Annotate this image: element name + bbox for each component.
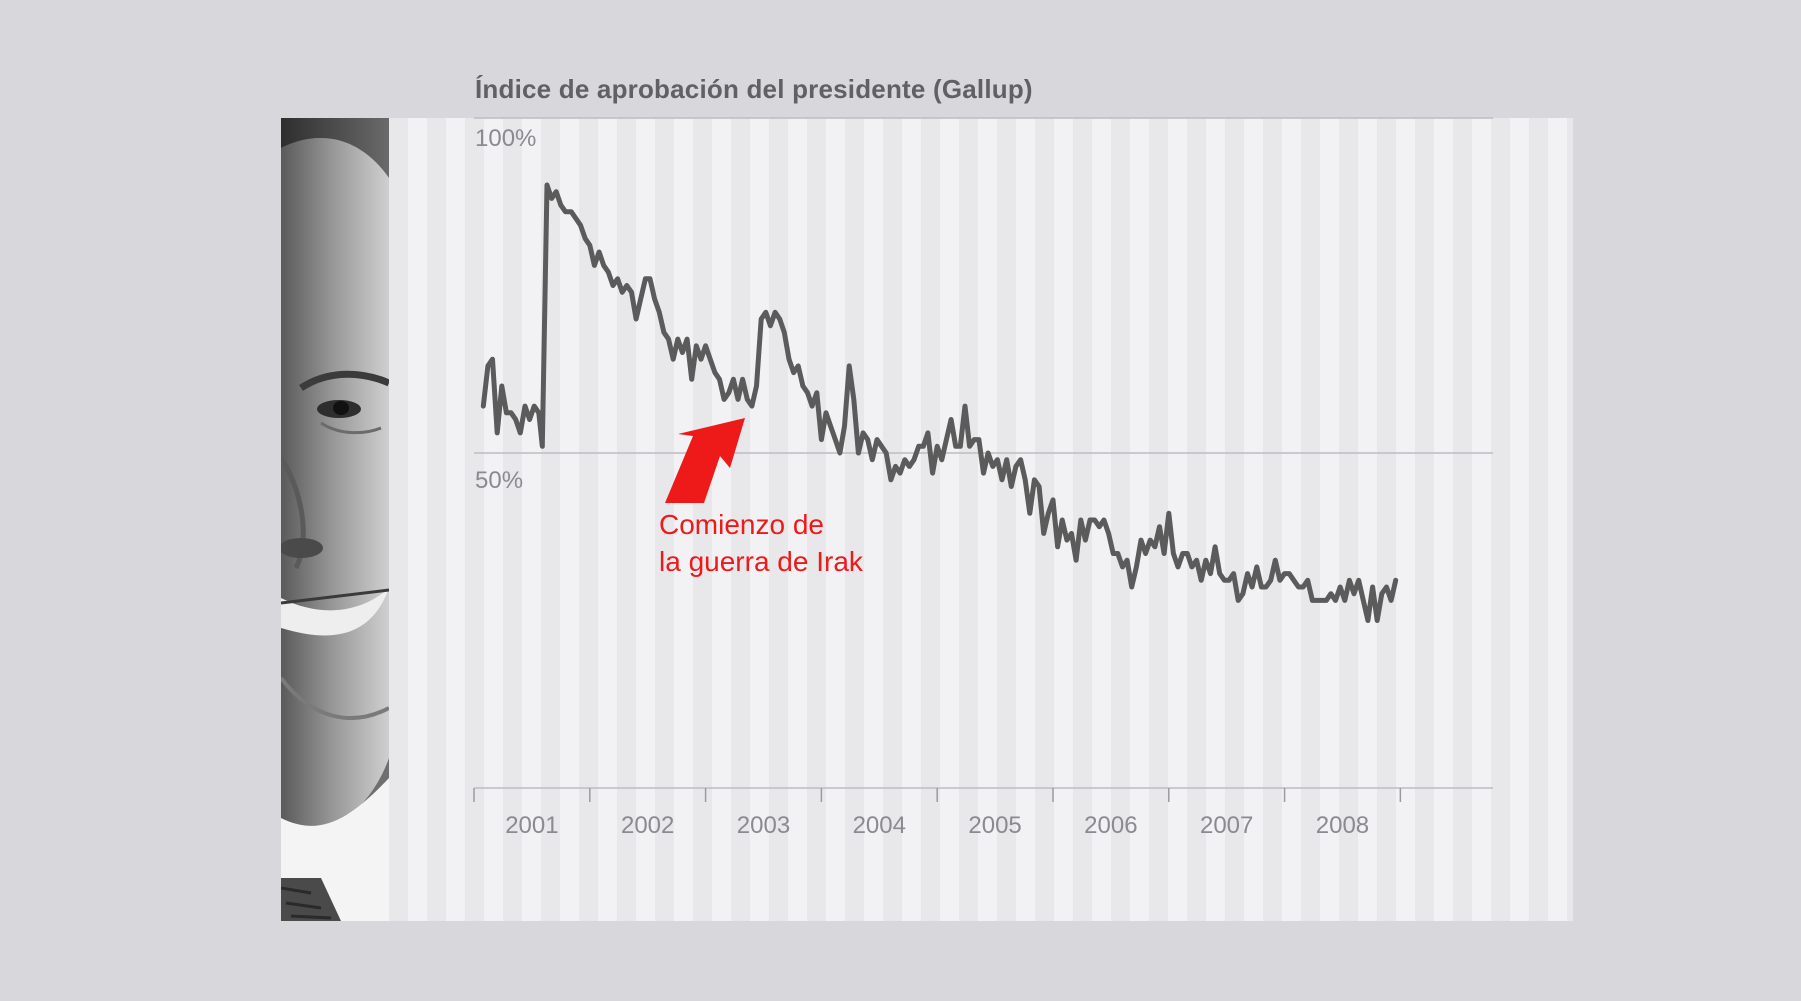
background-stripe (902, 118, 921, 921)
chart-background (281, 118, 1573, 921)
background-stripe (864, 118, 883, 921)
background-stripe (484, 118, 503, 921)
portrait-photo (281, 118, 389, 921)
background-stripe (693, 118, 712, 921)
background-stripe (1244, 118, 1263, 921)
background-stripe (446, 118, 465, 921)
background-stripe (617, 118, 636, 921)
background-stripe (503, 118, 522, 921)
annotation-line-1: Comienzo de (659, 509, 824, 540)
background-stripe (1415, 118, 1434, 921)
background-stripe (1358, 118, 1377, 921)
background-stripe (978, 118, 997, 921)
background-stripe (598, 118, 617, 921)
annotation-arrow (665, 418, 745, 503)
background-stripe (1149, 118, 1168, 921)
background-stripe (940, 118, 959, 921)
background-stripe (1472, 118, 1491, 921)
background-stripe (1206, 118, 1225, 921)
approval-series-line (480, 182, 1399, 623)
background-stripe (1396, 118, 1415, 921)
y-tick-label-50: 50% (475, 467, 523, 494)
background-stripe (560, 118, 579, 921)
background-stripe (826, 118, 845, 921)
background-stripe (1263, 118, 1282, 921)
x-tick-label: 2004 (853, 812, 906, 839)
background-stripe (1434, 118, 1453, 921)
background-stripe (1187, 118, 1206, 921)
x-tick-label: 2008 (1316, 812, 1369, 839)
background-stripe (427, 118, 446, 921)
chart-title: Índice de aprobación del presidente (Gal… (475, 74, 1033, 104)
background-stripe (1130, 118, 1149, 921)
background-stripe (1377, 118, 1396, 921)
y-tick-label-100: 100% (475, 125, 536, 152)
x-axis-labels: 2001 2002 2003 2004 2005 2006 2007 2008 (505, 812, 1369, 839)
x-tick-label: 2007 (1200, 812, 1253, 839)
background-stripe (997, 118, 1016, 921)
background-stripe (1016, 118, 1035, 921)
background-stripe (1453, 118, 1472, 921)
background-stripe (883, 118, 902, 921)
background-stripe (1339, 118, 1358, 921)
background-stripe (959, 118, 978, 921)
background-stripe (1225, 118, 1244, 921)
background-stripe (389, 118, 408, 921)
background-stripe (845, 118, 864, 921)
background-stripe (731, 118, 750, 921)
background-stripe (1282, 118, 1301, 921)
background-stripe (465, 118, 484, 921)
background-stripe (712, 118, 731, 921)
background-stripe (1301, 118, 1320, 921)
x-tick-label: 2003 (737, 812, 790, 839)
background-stripe (1491, 118, 1510, 921)
background-stripe (1529, 118, 1548, 921)
background-stripe (522, 118, 541, 921)
background-stripe (1567, 118, 1573, 921)
background-stripe (674, 118, 693, 921)
x-axis-ticks (473, 788, 1402, 802)
background-stripe (1168, 118, 1187, 921)
background-stripe (807, 118, 826, 921)
background-stripe (1548, 118, 1567, 921)
background-stripe (579, 118, 598, 921)
background-stripe (408, 118, 427, 921)
x-tick-label: 2002 (621, 812, 674, 839)
annotation-line-2: la guerra de Irak (659, 546, 864, 577)
background-stripe (1510, 118, 1529, 921)
background-stripe (921, 118, 940, 921)
background-stripe (1320, 118, 1339, 921)
x-tick-label: 2001 (505, 812, 558, 839)
background-stripe (1111, 118, 1130, 921)
background-stripe (788, 118, 807, 921)
vertical-stripes (389, 118, 1573, 921)
background-stripe (636, 118, 655, 921)
x-tick-label: 2006 (1084, 812, 1137, 839)
x-tick-label: 2005 (968, 812, 1021, 839)
